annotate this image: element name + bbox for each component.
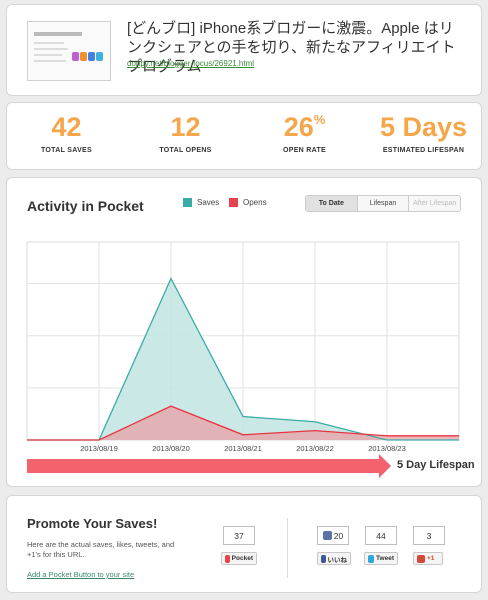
pocket-button[interactable]: Pocket bbox=[221, 552, 257, 565]
legend-saves: Saves bbox=[183, 198, 219, 207]
activity-chart: 2013/08/19 2013/08/20 2013/08/21 2013/08/22… bbox=[26, 241, 460, 453]
app-icons-image bbox=[72, 48, 106, 61]
series-saves-area bbox=[27, 278, 459, 440]
promote-card: Promote Your Saves! Here are the actual … bbox=[6, 495, 482, 593]
legend-opens: Opens bbox=[229, 198, 267, 207]
facebook-label: いいね bbox=[327, 556, 348, 564]
pocket-count: 37 bbox=[223, 526, 255, 545]
x-tick-label: 2013/08/19 bbox=[80, 444, 118, 453]
like-thumb-icon bbox=[322, 531, 332, 540]
range-toggle: To Date Lifespan After Lifespan bbox=[305, 195, 461, 212]
facebook-count-value: 20 bbox=[333, 530, 344, 541]
pocket-icon bbox=[225, 554, 230, 563]
stat-label: TOTAL OPENS bbox=[159, 147, 212, 154]
stat-estimated-lifespan: 5 Days ESTIMATED LIFESPAN bbox=[364, 111, 483, 154]
x-tick-label: 2013/08/21 bbox=[224, 444, 262, 453]
pocket-label: Pocket bbox=[231, 555, 253, 562]
facebook-icon bbox=[321, 554, 326, 563]
x-tick-label: 2013/08/22 bbox=[296, 444, 334, 453]
gplus-label: +1 bbox=[427, 555, 435, 562]
tab-lifespan[interactable]: Lifespan bbox=[358, 196, 410, 211]
opens-swatch-icon bbox=[229, 198, 238, 207]
twitter-bird-icon bbox=[368, 554, 375, 563]
article-card: [どんブロ] iPhone系ブロガーに激震。Apple はリンクシェアとの手を切… bbox=[6, 4, 482, 96]
article-url-link[interactable]: donpy.net/blogger-focus/26921.html bbox=[127, 59, 255, 68]
stat-label: OPEN RATE bbox=[282, 147, 327, 154]
activity-card: Activity in Pocket Saves Opens To Date L… bbox=[6, 177, 482, 487]
tab-to-date[interactable]: To Date bbox=[306, 196, 358, 211]
saves-swatch-icon bbox=[183, 198, 192, 207]
legend-opens-label: Opens bbox=[243, 198, 267, 207]
facebook-like-button[interactable]: いいね bbox=[317, 552, 351, 565]
timeline-arrow-icon bbox=[379, 454, 391, 478]
stat-value: 12 bbox=[170, 112, 201, 142]
stat-label: ESTIMATED LIFESPAN bbox=[382, 147, 465, 154]
tweet-button[interactable]: Tweet bbox=[364, 552, 398, 565]
stats-card: 42 TOTAL SAVES 12 TOTAL OPENS 26% OPEN R… bbox=[6, 102, 482, 170]
stat-open-rate: 26% OPEN RATE bbox=[245, 111, 364, 154]
gplus-button[interactable]: +1 bbox=[413, 552, 443, 565]
facebook-count: 20 bbox=[317, 526, 349, 545]
series-opens-area bbox=[27, 406, 459, 440]
article-title[interactable]: [どんブロ] iPhone系ブロガーに激震。Apple はリンクシェアとの手を切… bbox=[127, 20, 456, 75]
tab-after-lifespan[interactable]: After Lifespan bbox=[413, 200, 457, 207]
x-tick-label: 2013/08/20 bbox=[152, 444, 190, 453]
lifespan-timeline-bar bbox=[27, 459, 379, 473]
legend-saves-label: Saves bbox=[197, 198, 220, 207]
gplus-count: 3 bbox=[413, 526, 445, 545]
lifespan-label: 5 Day Lifespan bbox=[397, 459, 475, 471]
series-opens-line bbox=[27, 405, 459, 441]
stat-value: 42 bbox=[51, 112, 82, 142]
stat-value: 5 Days bbox=[379, 112, 468, 142]
gplus-icon bbox=[417, 554, 425, 563]
activity-title: Activity in Pocket bbox=[27, 198, 144, 214]
stat-total-saves: 42 TOTAL SAVES bbox=[7, 111, 126, 154]
stat-label: TOTAL SAVES bbox=[40, 147, 92, 154]
tweet-label: Tweet bbox=[376, 555, 394, 562]
stat-suffix: % bbox=[313, 112, 326, 127]
promote-title: Promote Your Saves! bbox=[27, 516, 158, 531]
add-pocket-button-link[interactable]: Add a Pocket Button to your site bbox=[27, 570, 135, 579]
x-tick-label: 2013/08/23 bbox=[368, 444, 406, 453]
promote-description: Here are the actual saves, likes, tweets… bbox=[27, 540, 175, 559]
article-thumbnail[interactable] bbox=[27, 21, 111, 81]
stat-value: 26 bbox=[283, 112, 314, 142]
divider bbox=[287, 518, 288, 578]
stat-total-opens: 12 TOTAL OPENS bbox=[126, 111, 245, 154]
twitter-count: 44 bbox=[365, 526, 397, 545]
